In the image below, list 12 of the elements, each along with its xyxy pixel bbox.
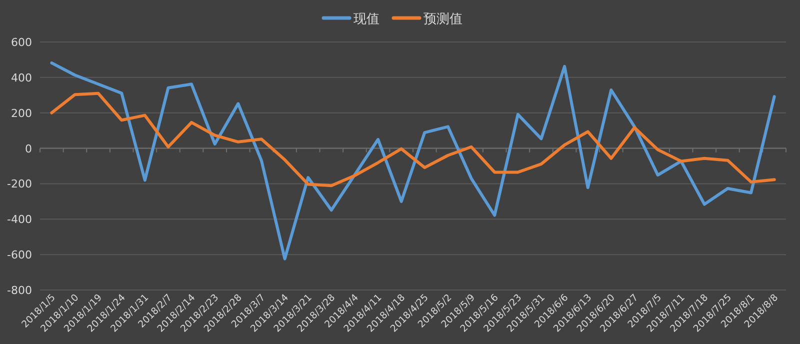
line-series	[50, 61, 776, 260]
y-tick-label: 200	[11, 106, 32, 120]
y-tick-label: -200	[7, 178, 32, 191]
legend-label: 预测值	[424, 12, 462, 27]
y-tick-label: -600	[7, 248, 32, 262]
y-tick-label: 400	[11, 71, 32, 84]
y-tick-label: 0	[25, 142, 32, 156]
legend-label: 现值	[354, 12, 380, 27]
y-tick-label: 600	[11, 36, 32, 49]
y-tick-label: -400	[7, 213, 32, 226]
y-tick-label: -800	[7, 284, 32, 297]
line-series	[50, 92, 776, 188]
